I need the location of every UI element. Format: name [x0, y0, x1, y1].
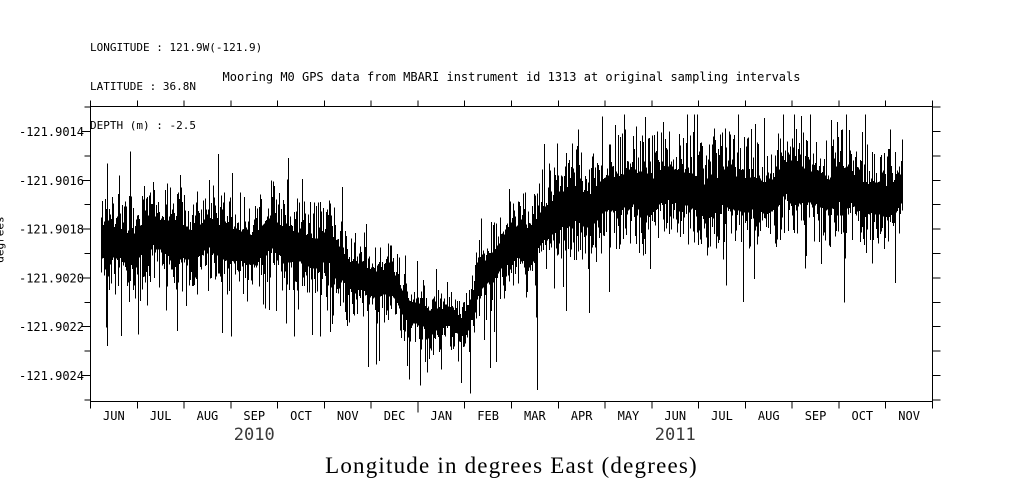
x-tick-label: NOV: [898, 409, 920, 423]
year-label: 2010: [234, 425, 275, 445]
x-tick-label: JUN: [664, 409, 686, 423]
x-tick-label: MAR: [524, 409, 546, 423]
data-series-longitude: [101, 114, 903, 394]
x-tick-label: JUN: [103, 409, 125, 423]
x-tick-label: JUL: [711, 409, 733, 423]
x-tick-label: NOV: [337, 409, 359, 423]
x-tick-label: OCT: [290, 409, 312, 423]
header-longitude: LONGITUDE : 121.9W(-121.9): [90, 41, 263, 54]
x-tick-label: AUG: [197, 409, 219, 423]
x-tick-label: SEP: [805, 409, 827, 423]
header-info-block: LONGITUDE : 121.9W(-121.9) LATITUDE : 36…: [90, 15, 262, 145]
y-tick-label: -121.9024: [19, 369, 84, 383]
header-depth: DEPTH (m) : -2.5: [90, 119, 196, 132]
x-tick-label: JAN: [430, 409, 452, 423]
y-tick-label: -121.9018: [19, 223, 84, 237]
y-tick-label: -121.9020: [19, 271, 84, 285]
x-tick-label: MAY: [618, 409, 640, 423]
axis-ticks: [81, 100, 941, 413]
x-tick-label: AUG: [758, 409, 780, 423]
x-tick-label: APR: [571, 409, 593, 423]
bottom-axis-label: Longitude in degrees East (degrees): [325, 453, 698, 478]
x-tick-label: FEB: [477, 409, 499, 423]
x-tick-label: JUL: [150, 409, 172, 423]
x-tick-label: DEC: [384, 409, 406, 423]
x-tick-label: SEP: [243, 409, 265, 423]
chart-title: Mooring M0 GPS data from MBARI instrumen…: [222, 70, 801, 84]
year-label: 2011: [655, 425, 696, 445]
y-tick-label: -121.9022: [19, 320, 84, 334]
x-tick-label: OCT: [851, 409, 873, 423]
header-latitude: LATITUDE : 36.8N: [90, 80, 196, 93]
y-tick-label: -121.9014: [19, 125, 84, 139]
y-tick-label: -121.9016: [19, 174, 84, 188]
